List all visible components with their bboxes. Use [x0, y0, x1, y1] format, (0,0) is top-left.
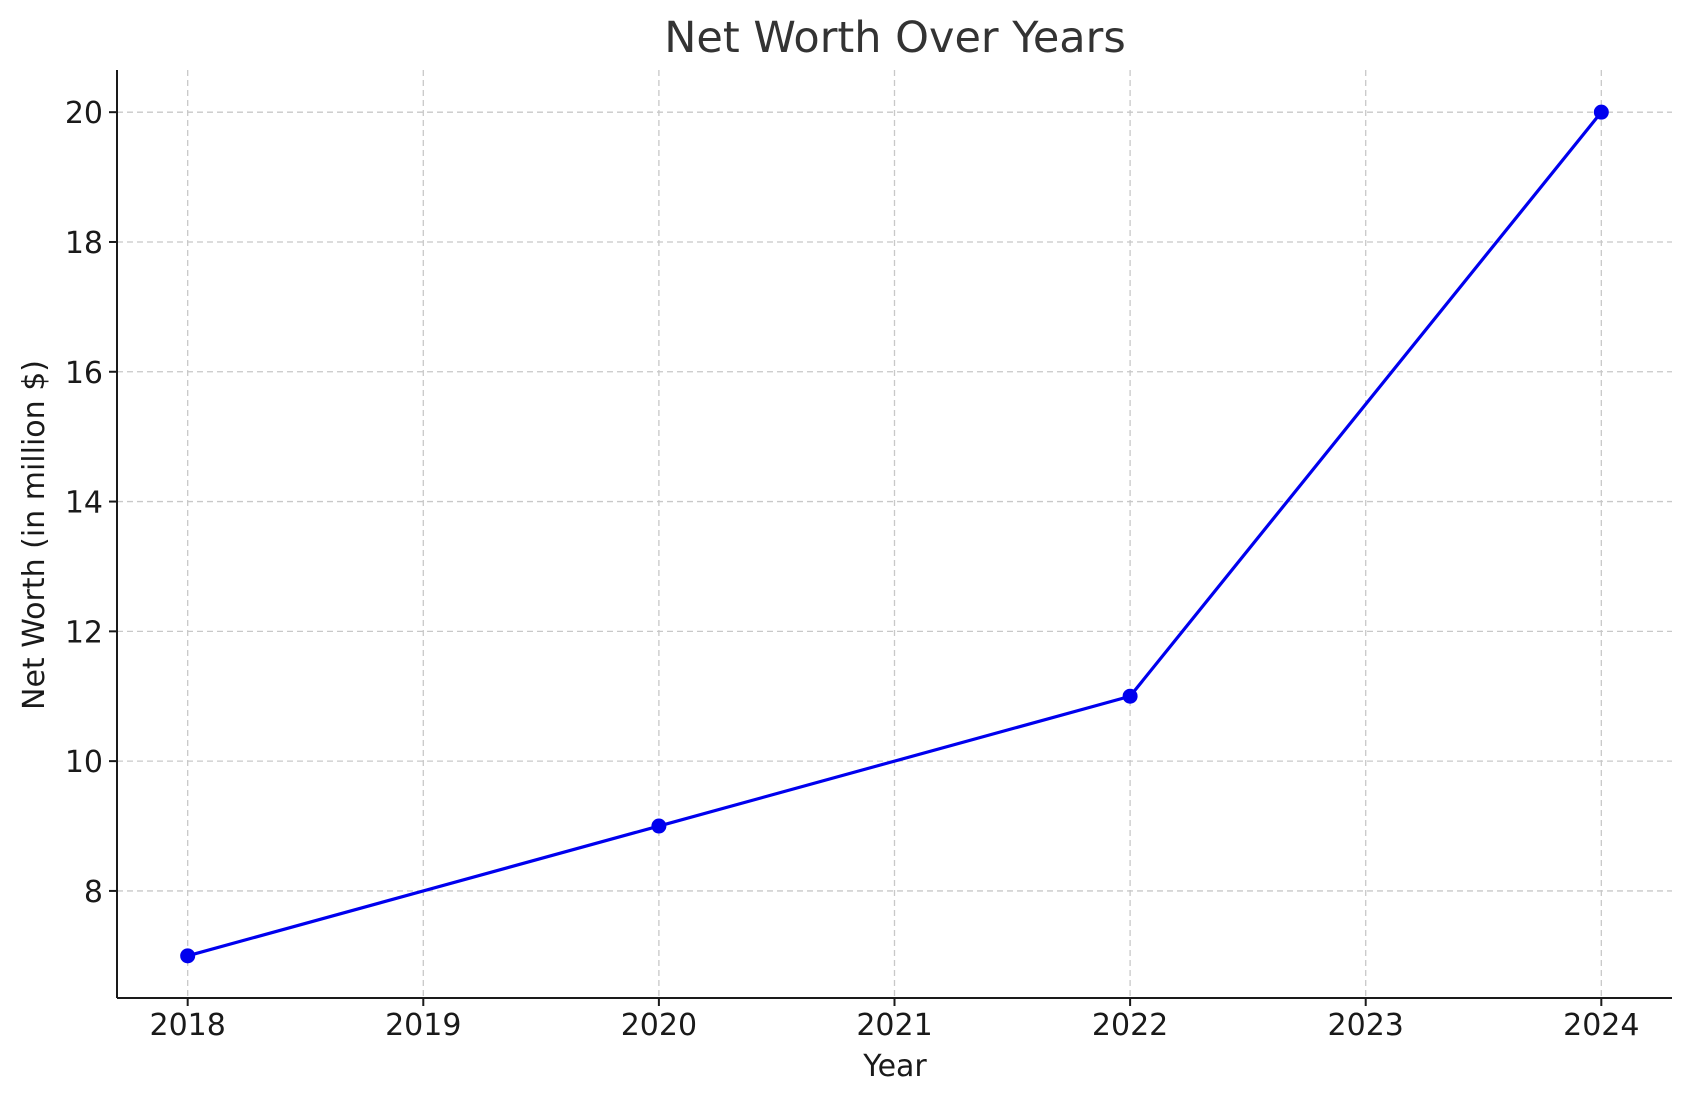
data-point [1593, 104, 1609, 120]
x-tick-label: 2022 [1092, 1008, 1168, 1043]
series [180, 104, 1609, 964]
x-axis-label: Year [862, 1049, 927, 1084]
y-tick-label: 12 [65, 615, 103, 650]
grid [117, 70, 1672, 998]
x-tick-label: 2024 [1563, 1008, 1639, 1043]
data-point [651, 818, 667, 834]
y-tick-label: 16 [65, 356, 103, 391]
series-line [187, 111, 1603, 958]
x-tick-label: 2023 [1328, 1008, 1404, 1043]
y-tick-label: 8 [84, 875, 103, 910]
y-tick-label: 14 [65, 486, 103, 521]
data-point [1122, 688, 1138, 704]
y-axis-label: Net Worth (in million $) [17, 360, 52, 710]
x-tick-label: 2021 [856, 1008, 932, 1043]
y-tick-label: 20 [65, 96, 103, 131]
x-tick-label: 2018 [150, 1008, 226, 1043]
axes: 2018 2019 2020 2021 2022 2023 2024 8 10 12 14 16 18 2… [65, 70, 1672, 1043]
chart-title: Net Worth Over Years [664, 13, 1125, 63]
data-point [180, 948, 196, 964]
x-tick-label: 2020 [621, 1008, 697, 1043]
y-tick-label: 10 [65, 745, 103, 780]
x-tick-label: 2019 [385, 1008, 461, 1043]
y-tick-label: 18 [65, 226, 103, 261]
